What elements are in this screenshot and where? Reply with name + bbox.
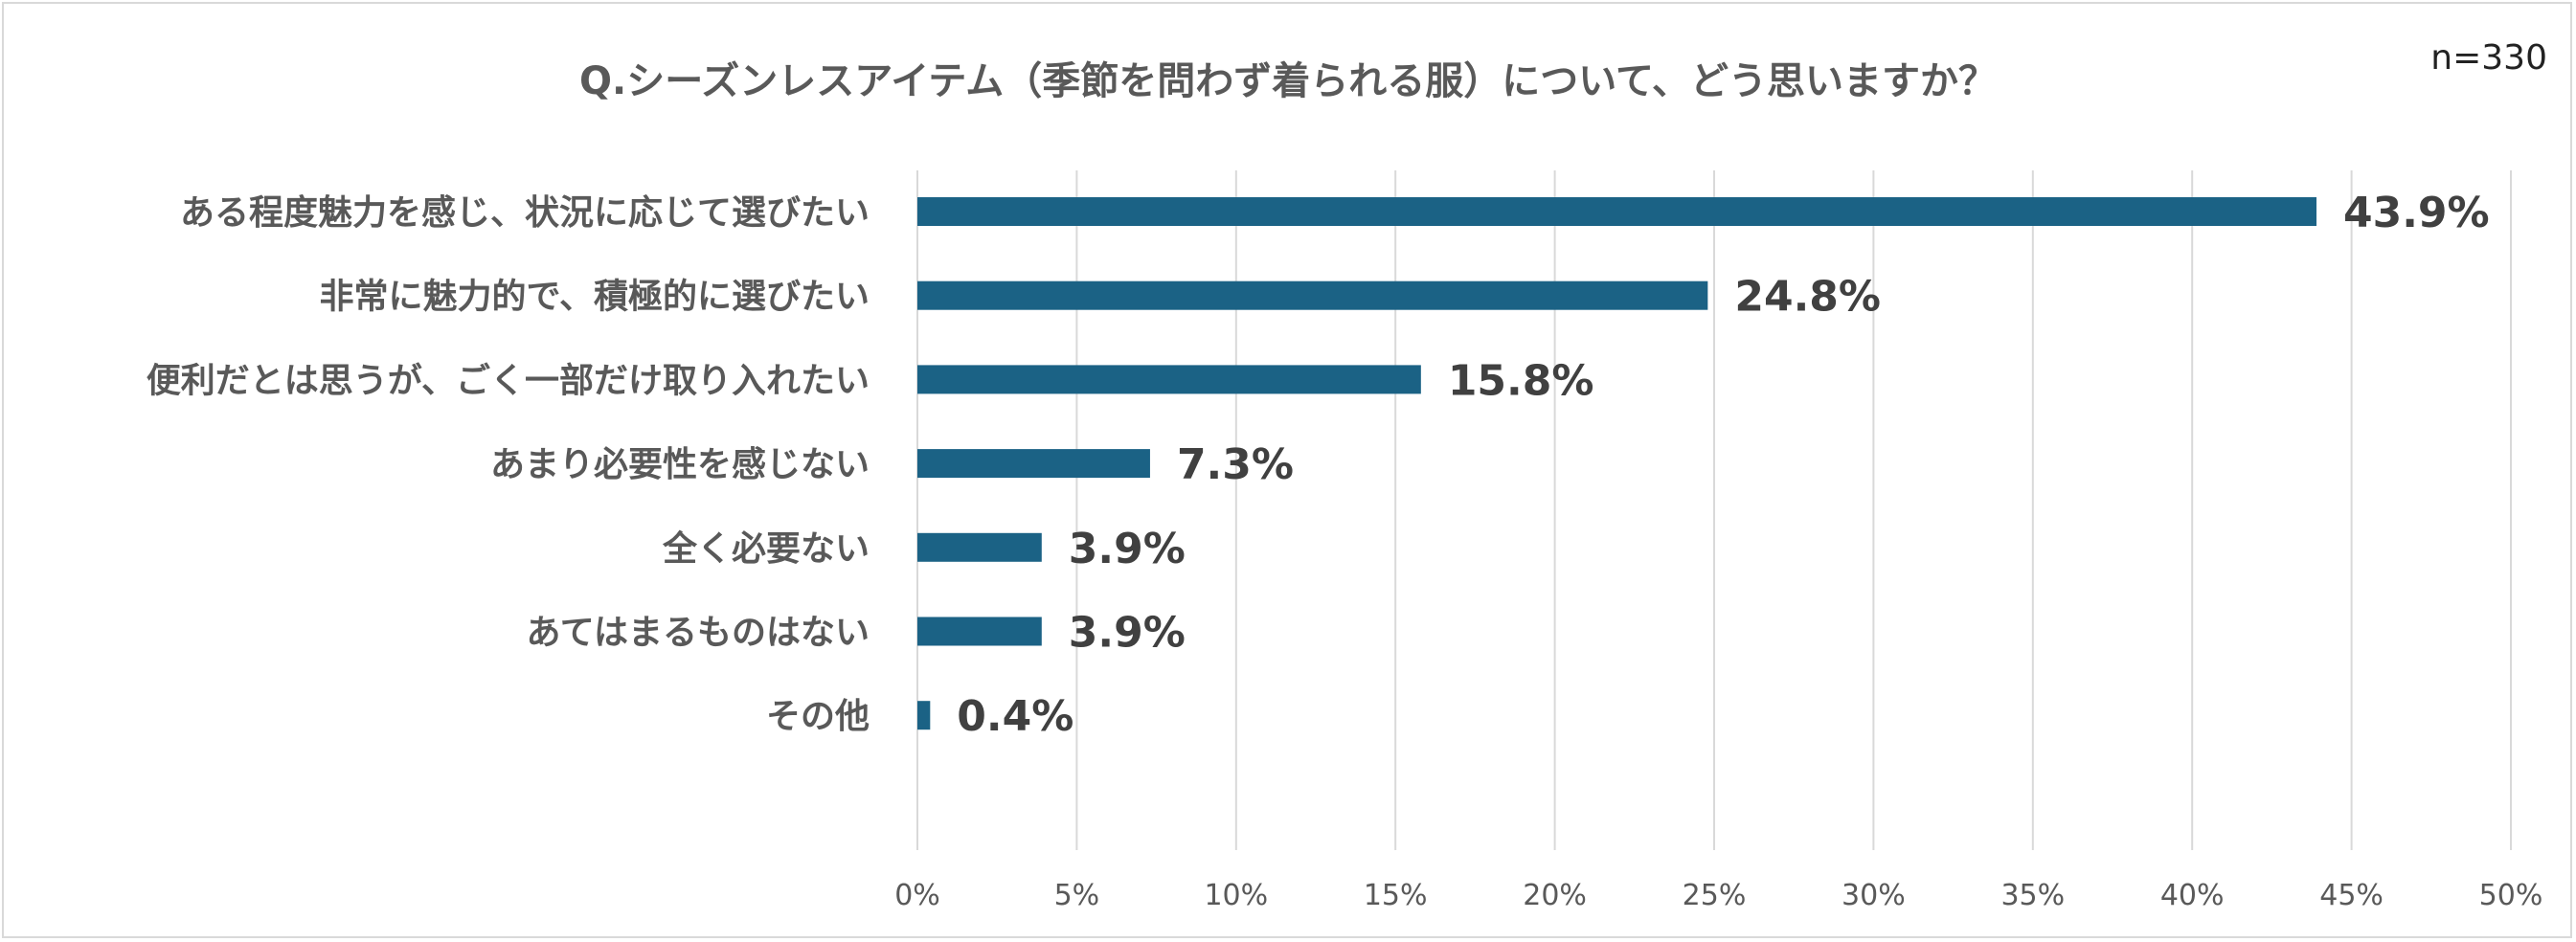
x-tick-label: 30%	[1842, 879, 1906, 912]
data-label: 3.9%	[1069, 525, 1186, 573]
bar	[917, 617, 1042, 646]
labels: 0% 5% 10% 15% 20% 25% 30% 35% 40% 45% 50% ある程度魅力を感じ…	[147, 189, 2543, 912]
category-label: ある程度魅力を感じ、状況に応じて選びたい	[180, 193, 870, 233]
category-label: 全く必要ない	[662, 528, 870, 569]
bar	[917, 701, 931, 730]
category-label: 非常に魅力的で、積極的に選びたい	[319, 278, 870, 317]
bar	[917, 197, 2316, 226]
x-tick-label: 40%	[2160, 879, 2225, 912]
category-label: あまり必要性を感じない	[490, 445, 870, 484]
bar	[917, 365, 1421, 394]
category-label: あてはまるものはない	[526, 614, 870, 653]
x-tick-label: 20%	[1523, 879, 1587, 912]
x-tick-label: 0%	[894, 879, 940, 912]
x-tick-label: 5%	[1054, 879, 1100, 912]
gridlines	[916, 170, 2512, 850]
x-tick-label: 10%	[1204, 879, 1268, 912]
x-tick-label: 50%	[2479, 879, 2543, 912]
sample-size-label: n=330	[2430, 38, 2547, 78]
data-label: 43.9%	[2343, 189, 2490, 237]
bar	[917, 449, 1150, 479]
data-label: 0.4%	[957, 692, 1073, 741]
x-tick-label: 35%	[2000, 879, 2065, 912]
data-label: 3.9%	[1069, 609, 1186, 658]
bars	[917, 197, 2316, 730]
x-tick-label: 25%	[1683, 879, 1747, 912]
category-label: 便利だとは思うが、ごく一部だけ取り入れたい	[147, 361, 870, 400]
chart-title: Q.シーズンレスアイテム（季節を問わず着られる服）について、どう思いますか？	[579, 59, 1997, 103]
x-tick-label: 45%	[2319, 879, 2384, 912]
data-label: 24.8%	[1734, 273, 1881, 322]
category-label: その他	[766, 697, 870, 736]
data-label: 15.8%	[1448, 356, 1594, 405]
x-tick-label: 15%	[1364, 879, 1428, 912]
data-label: 7.3%	[1177, 440, 1294, 489]
bar	[917, 280, 1708, 310]
bar	[917, 532, 1042, 562]
